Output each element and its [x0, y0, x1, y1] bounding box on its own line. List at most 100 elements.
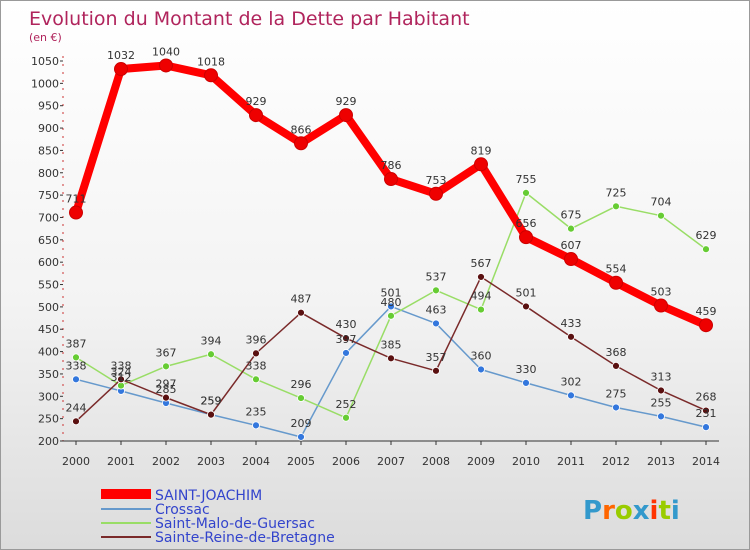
- data-point: [609, 275, 623, 290]
- data-point: [432, 366, 440, 375]
- data-label: 259: [201, 395, 222, 408]
- data-point: [654, 298, 668, 313]
- data-label: 244: [66, 401, 87, 414]
- data-point: [522, 378, 530, 387]
- data-label: 368: [606, 346, 627, 359]
- data-point: [432, 319, 440, 328]
- data-point: [159, 58, 173, 73]
- data-point: [249, 108, 263, 123]
- x-tick-label: 2007: [377, 455, 405, 468]
- x-tick-label: 2004: [242, 455, 270, 468]
- data-label: 554: [606, 263, 627, 276]
- data-label: 396: [246, 333, 267, 346]
- data-point: [339, 108, 353, 123]
- y-tick-label: 700: [38, 211, 59, 224]
- data-point: [702, 245, 710, 254]
- data-label: 430: [336, 318, 357, 331]
- data-label: 866: [291, 123, 312, 136]
- x-tick-label: 2006: [332, 455, 360, 468]
- y-tick-label: 1050: [31, 55, 59, 68]
- data-labels: 711 1032 1040 1018 929 866 929 786 753 819 656 607 5…: [66, 45, 717, 430]
- data-label: 387: [66, 337, 87, 350]
- data-point: [162, 393, 170, 402]
- data-label: 711: [66, 193, 87, 206]
- data-point: [699, 318, 713, 333]
- data-point: [114, 62, 128, 77]
- data-point: [252, 375, 260, 384]
- data-point: [702, 423, 710, 432]
- x-tick-label: 2001: [107, 455, 135, 468]
- data-label: 629: [696, 229, 717, 242]
- y-tick-label: 400: [38, 346, 59, 359]
- data-label: 819: [471, 144, 492, 157]
- y-tick-label: 800: [38, 167, 59, 180]
- legend-swatch: [101, 489, 151, 499]
- data-label: 501: [381, 286, 402, 299]
- legend: SAINT-JOACHIMCrossacSaint-Malo-de-Guersa…: [101, 488, 335, 546]
- data-point: [612, 361, 620, 370]
- x-tick-label: 2008: [422, 455, 450, 468]
- data-point: [342, 334, 350, 343]
- x-tick-label: 2012: [602, 455, 630, 468]
- data-label: 330: [516, 363, 537, 376]
- y-tick-label: 900: [38, 122, 59, 135]
- y-tick-label: 750: [38, 189, 59, 202]
- data-label: 755: [516, 173, 537, 186]
- chart-subtitle: (en €): [29, 31, 62, 44]
- x-tick-label: 2014: [692, 455, 720, 468]
- data-label: 385: [381, 338, 402, 351]
- y-tick-label: 1000: [31, 77, 59, 90]
- data-point: [384, 172, 398, 187]
- data-point: [252, 421, 260, 430]
- data-label: 252: [336, 398, 357, 411]
- data-label: 324: [111, 366, 132, 379]
- data-label: 312: [111, 371, 132, 384]
- y-tick-label: 300: [38, 390, 59, 403]
- data-label: 494: [471, 290, 492, 303]
- data-label: 459: [696, 305, 717, 318]
- data-label: 285: [156, 383, 177, 396]
- data-point: [387, 354, 395, 363]
- data-point: [72, 417, 80, 426]
- legend-label: Saint-Malo-de-Guersac: [155, 516, 315, 532]
- data-label: 607: [561, 239, 582, 252]
- data-label: 929: [246, 95, 267, 108]
- data-point: [522, 302, 530, 311]
- chart-title: Evolution du Montant de la Dette par Hab…: [29, 8, 470, 30]
- data-label: 338: [246, 359, 267, 372]
- data-label: 501: [516, 286, 537, 299]
- data-point: [477, 273, 485, 281]
- data-label: 1032: [107, 49, 135, 62]
- data-label: 231: [696, 407, 717, 420]
- data-point: [294, 136, 308, 151]
- x-tick-label: 2005: [287, 455, 315, 468]
- data-point: [297, 308, 305, 317]
- data-point: [162, 362, 170, 371]
- data-label: 503: [651, 286, 672, 299]
- data-label: 275: [606, 387, 627, 400]
- data-label: 394: [201, 334, 222, 347]
- data-label: 463: [426, 303, 447, 316]
- data-point: [72, 375, 80, 384]
- x-tick-label: 2000: [62, 455, 90, 468]
- data-point: [474, 157, 488, 172]
- data-label: 704: [651, 196, 672, 209]
- data-point: [342, 413, 350, 422]
- data-label: 656: [516, 217, 537, 230]
- series-points: [69, 58, 713, 441]
- legend-label: SAINT-JOACHIM: [155, 488, 262, 504]
- data-point: [297, 433, 305, 441]
- data-point: [117, 375, 125, 384]
- data-label: 725: [606, 186, 627, 199]
- data-point: [387, 311, 395, 320]
- data-label: 259: [201, 395, 222, 408]
- x-tick-label: 2011: [557, 455, 585, 468]
- data-point: [657, 211, 665, 220]
- data-point: [612, 403, 620, 412]
- x-tick-label: 2003: [197, 455, 225, 468]
- logo-text: Proxiti: [583, 496, 680, 526]
- legend-label: Crossac: [155, 502, 210, 518]
- data-label: 360: [471, 349, 492, 362]
